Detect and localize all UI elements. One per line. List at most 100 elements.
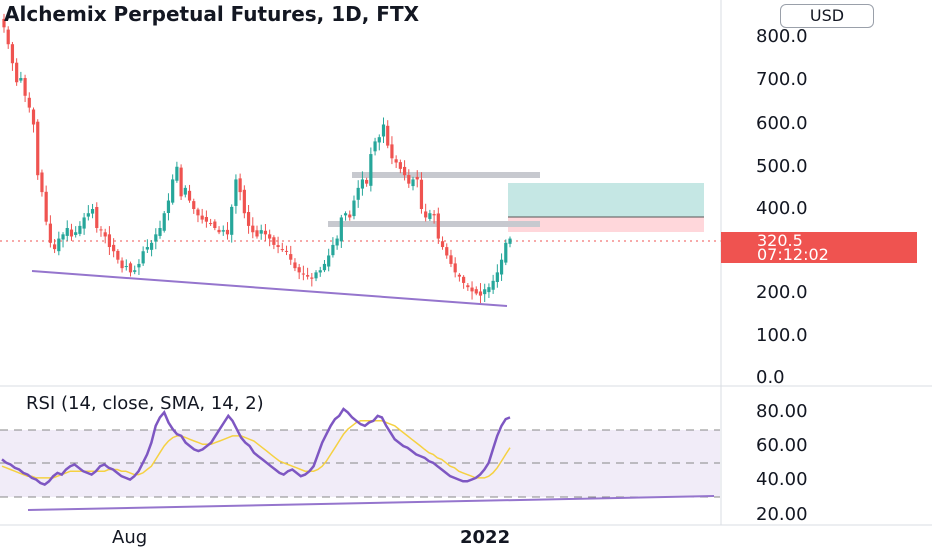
candle-body bbox=[478, 291, 483, 296]
candle-body bbox=[263, 230, 268, 235]
price-tick-label: 600.0 bbox=[756, 113, 808, 134]
candle-body bbox=[230, 206, 234, 235]
candle-body bbox=[200, 215, 204, 220]
support-zone bbox=[328, 221, 540, 227]
candle-body bbox=[31, 109, 36, 125]
candle-body bbox=[293, 262, 297, 269]
rsi-sma-line bbox=[1, 420, 511, 479]
candle-body bbox=[436, 213, 440, 239]
candles-layer bbox=[2, 13, 512, 304]
candle-body bbox=[474, 289, 478, 294]
price-tick-label: 100.0 bbox=[756, 325, 808, 346]
candle-body bbox=[57, 238, 61, 252]
candle-body bbox=[78, 225, 82, 234]
bar-countdown: 07:12:02 bbox=[757, 245, 829, 264]
candle-body bbox=[335, 238, 339, 246]
rsi-indicator-label[interactable]: RSI (14, close, SMA, 14, 2) bbox=[26, 393, 264, 414]
candle-body bbox=[369, 154, 373, 186]
candle-body bbox=[457, 274, 461, 277]
candle-body bbox=[40, 172, 44, 193]
candle-body bbox=[187, 190, 192, 201]
candle-body bbox=[449, 255, 453, 264]
candle-body bbox=[145, 247, 149, 250]
currency-button[interactable]: USD bbox=[780, 4, 874, 28]
candle-body bbox=[183, 187, 187, 195]
candle-body bbox=[95, 206, 99, 229]
candle-body bbox=[394, 159, 398, 163]
candle-body bbox=[162, 213, 166, 231]
candle-body bbox=[284, 250, 289, 252]
candle-body bbox=[504, 242, 508, 263]
candle-body bbox=[407, 175, 411, 184]
candle-body bbox=[339, 217, 343, 242]
candle-body bbox=[44, 191, 48, 222]
rsi-line bbox=[1, 407, 511, 487]
candle-body bbox=[272, 237, 276, 245]
candle-body bbox=[166, 200, 171, 214]
candle-body bbox=[221, 230, 225, 232]
candle-body bbox=[373, 141, 377, 152]
candle-body bbox=[209, 223, 213, 225]
candle-body bbox=[259, 230, 263, 234]
candle-body bbox=[213, 221, 217, 229]
candle-body bbox=[15, 62, 19, 83]
candle-body bbox=[149, 242, 154, 250]
candle-body bbox=[65, 228, 69, 236]
candle-body bbox=[175, 166, 179, 181]
candle-body bbox=[192, 201, 196, 209]
last-price-tag: 320.5 07:12:02 bbox=[721, 232, 917, 263]
candle-body bbox=[276, 245, 280, 248]
candle-body bbox=[297, 267, 301, 273]
candle-body bbox=[242, 189, 246, 214]
candle-body bbox=[331, 244, 335, 256]
candle-body bbox=[27, 97, 31, 108]
candle-body bbox=[23, 78, 27, 96]
candle-body bbox=[69, 229, 74, 237]
candle-body bbox=[386, 125, 390, 146]
candle-body bbox=[381, 124, 386, 137]
candle-body bbox=[141, 251, 145, 264]
x-tick-label: 2022 bbox=[460, 527, 511, 548]
chart-title: Alchemix Perpetual Futures, 1D, FTX bbox=[4, 2, 420, 26]
candle-body bbox=[154, 234, 158, 242]
candle-body bbox=[360, 179, 365, 189]
candle-body bbox=[10, 44, 15, 64]
candle-body bbox=[314, 272, 318, 279]
candle-body bbox=[445, 247, 449, 256]
candle-body bbox=[225, 229, 230, 235]
candle-body bbox=[402, 166, 407, 176]
candle-body bbox=[116, 250, 120, 260]
candle-body bbox=[377, 137, 381, 143]
candle-body bbox=[48, 223, 52, 243]
candle-body bbox=[251, 225, 255, 233]
resistance-zone bbox=[352, 172, 540, 178]
rsi-band-fill bbox=[0, 430, 720, 497]
rsi-tick-label: 80.00 bbox=[756, 401, 808, 422]
candle-body bbox=[234, 179, 238, 206]
rsi-tick-label: 40.00 bbox=[756, 469, 808, 490]
candle-body bbox=[411, 179, 415, 187]
candle-body bbox=[133, 270, 137, 272]
candle-body bbox=[217, 229, 221, 233]
candle-body bbox=[90, 209, 95, 214]
candle-body bbox=[356, 187, 360, 200]
candle-body bbox=[310, 277, 314, 279]
candle-body bbox=[128, 263, 133, 273]
candle-body bbox=[462, 276, 466, 283]
candle-body bbox=[352, 200, 356, 217]
candle-body bbox=[499, 259, 504, 275]
x-tick-label: Aug bbox=[112, 527, 148, 548]
target-zone bbox=[508, 183, 704, 217]
candle-body bbox=[491, 280, 495, 290]
candle-body bbox=[483, 289, 487, 295]
candle-body bbox=[466, 285, 470, 288]
price-trendline bbox=[31, 270, 508, 307]
candle-body bbox=[487, 287, 491, 293]
candle-body bbox=[280, 249, 284, 251]
candle-body bbox=[124, 266, 128, 268]
candle-body bbox=[301, 273, 305, 275]
candle-body bbox=[348, 214, 352, 218]
candle-body bbox=[6, 29, 10, 45]
